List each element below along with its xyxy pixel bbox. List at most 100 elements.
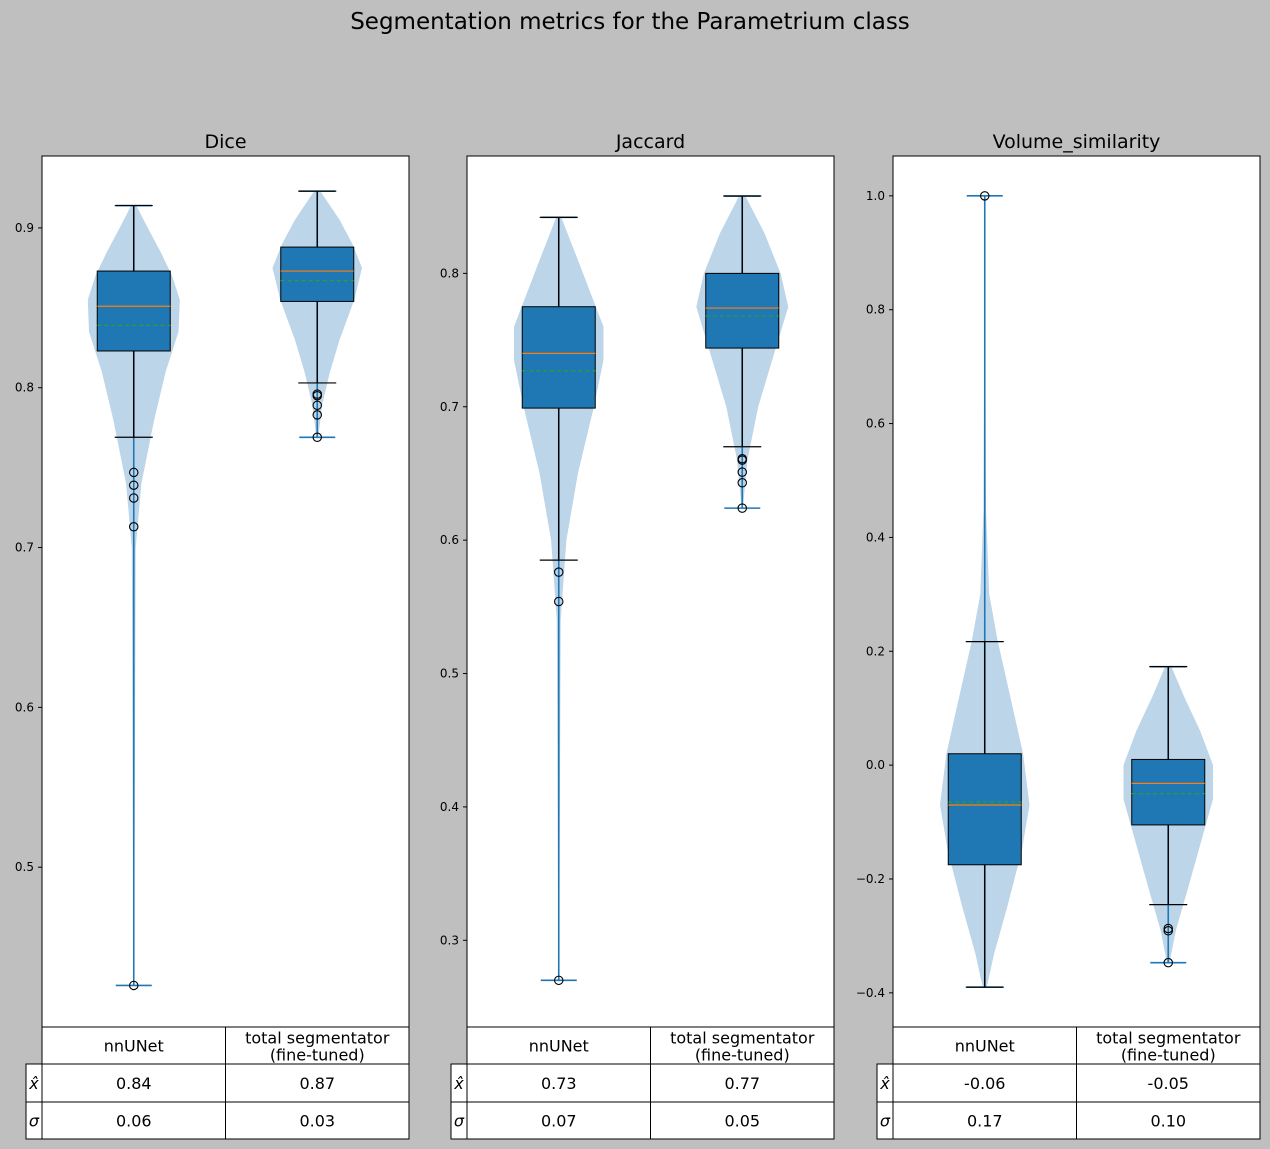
panel-volume_similarity: Volume_similarity −0.4 −0.2 0.0 0.2 0.4 0.6 0.8… (856, 131, 1261, 1140)
table-column-label: total segmentator (1096, 1029, 1241, 1048)
table-header-cell (650, 1026, 835, 1065)
y-tick-label: 0.8 (440, 266, 459, 280)
stats-table: nnUNet total segmentator(fine-tuned) x̂ -0.… (876, 1026, 1261, 1140)
table-row-label: σ (880, 1112, 891, 1131)
table-cell (225, 1101, 410, 1140)
table-cell-value: 0.77 (724, 1074, 760, 1093)
y-tick-label: 1.0 (866, 189, 885, 203)
subplot-title: Dice (204, 131, 246, 153)
y-tick-label: 0.6 (866, 417, 885, 431)
table-column-label: total segmentator (245, 1029, 390, 1048)
box (1131, 758, 1206, 826)
panel-dice: Dice 0.5 0.6 0.7 0.8 0.9 nnUNet total segmentat… (15, 131, 410, 1140)
outlier-point (737, 478, 747, 488)
outlier-point (312, 432, 322, 443)
y-tick-label: 0.6 (15, 700, 34, 714)
table-cell-value: -0.05 (1148, 1074, 1189, 1093)
y-tick-label: 0.5 (440, 667, 459, 681)
table-column-label: nnUNet (529, 1037, 589, 1056)
y-tick-label: 0.3 (440, 933, 459, 947)
table-row-label: x̂ (453, 1074, 464, 1093)
outlier-point (737, 455, 747, 465)
table-cell (41, 1063, 226, 1103)
table-cell-value: 0.17 (967, 1112, 1003, 1131)
table-row-label: σ (454, 1112, 465, 1131)
table-header-cell (41, 1026, 226, 1065)
table-row-label: σ (29, 1112, 40, 1131)
table-cell (892, 1063, 1077, 1103)
table-column-label: (fine-tuned) (270, 1046, 365, 1065)
table-row-label: x̂ (879, 1074, 890, 1093)
table-cell-value: 0.05 (724, 1112, 760, 1131)
table-cell-value: 0.06 (116, 1112, 152, 1131)
table-cell (41, 1101, 226, 1140)
table-header-cell (1076, 1026, 1261, 1065)
table-column-label: (fine-tuned) (1121, 1046, 1216, 1065)
outlier-point (737, 467, 747, 477)
figure-title: Segmentation metrics for the Parametrium… (350, 9, 910, 35)
y-tick-label: 0.7 (15, 541, 34, 555)
subplot-title: Jaccard (615, 131, 685, 153)
y-tick-label: 0.0 (866, 758, 885, 772)
table-row-label: x̂ (28, 1074, 39, 1093)
plot-area (893, 156, 1260, 1027)
y-tick-label: −0.2 (856, 872, 885, 886)
y-tick-label: −0.4 (856, 986, 885, 1000)
table-cell-value: 0.73 (541, 1074, 577, 1093)
table-cell-value: 0.03 (299, 1112, 335, 1131)
box (947, 753, 1022, 866)
y-tick-label: 0.8 (866, 303, 885, 317)
outlier-point (129, 980, 139, 991)
table-cell-value: 0.07 (541, 1112, 577, 1131)
outlier-point (129, 522, 139, 532)
table-header-cell (225, 1026, 410, 1065)
outlier-point (129, 480, 139, 490)
outlier-point (737, 503, 747, 513)
table-column-label: nnUNet (955, 1037, 1015, 1056)
y-tick-label: 0.6 (440, 533, 459, 547)
table-cell-value: -0.06 (964, 1074, 1005, 1093)
y-tick-label: 0.5 (15, 860, 34, 874)
table-column-label: (fine-tuned) (695, 1046, 790, 1065)
y-tick-label: 0.4 (866, 530, 885, 544)
stats-table: nnUNet total segmentator(fine-tuned) x̂ 0.7… (450, 1026, 835, 1140)
stats-table: nnUNet total segmentator(fine-tuned) x̂ 0.8… (25, 1026, 410, 1140)
outlier-point (312, 400, 322, 411)
outlier-point (312, 410, 322, 420)
table-header-cell (892, 1026, 1077, 1065)
y-tick-label: 0.7 (440, 400, 459, 414)
table-cell (650, 1101, 835, 1140)
outlier-point (129, 493, 139, 503)
y-tick-label: 0.2 (866, 644, 885, 658)
subplot-title: Volume_similarity (993, 131, 1161, 153)
table-cell (225, 1063, 410, 1103)
box (280, 246, 355, 302)
outlier-point (553, 596, 564, 607)
table-cell-value: 0.87 (299, 1074, 335, 1093)
outlier-point (1163, 926, 1174, 936)
y-tick-label: 0.8 (15, 381, 34, 395)
table-column-label: total segmentator (670, 1029, 815, 1048)
table-column-label: nnUNet (104, 1037, 164, 1056)
outlier-point (553, 975, 564, 986)
table-header-cell (466, 1026, 651, 1065)
panel-jaccard: Jaccard 0.3 0.4 0.5 0.6 0.7 0.8 nnUNet total seg… (440, 131, 835, 1140)
table-cell (466, 1063, 651, 1103)
box (96, 270, 171, 352)
y-tick-label: 0.9 (15, 221, 34, 235)
box (521, 306, 596, 409)
outlier-point (1163, 957, 1174, 968)
table-cell (1076, 1063, 1261, 1103)
y-tick-label: 0.4 (440, 800, 459, 814)
outlier-point (129, 467, 139, 478)
outlier-point (979, 191, 990, 201)
outlier-point (312, 390, 322, 401)
table-cell (650, 1063, 835, 1103)
table-cell-value: 0.10 (1150, 1112, 1186, 1131)
table-cell-value: 0.84 (116, 1074, 152, 1093)
outlier-point (1163, 923, 1174, 934)
outlier-point (553, 567, 564, 577)
box (705, 272, 780, 349)
table-cell (1076, 1101, 1261, 1140)
